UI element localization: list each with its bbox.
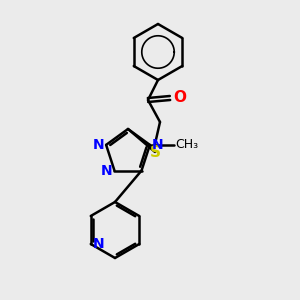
Text: N: N [93, 237, 104, 251]
Text: O: O [173, 91, 186, 106]
Text: N: N [92, 138, 104, 152]
Text: S: S [149, 145, 161, 160]
Text: N: N [152, 138, 164, 152]
Text: N: N [101, 164, 112, 178]
Text: CH₃: CH₃ [175, 138, 198, 152]
